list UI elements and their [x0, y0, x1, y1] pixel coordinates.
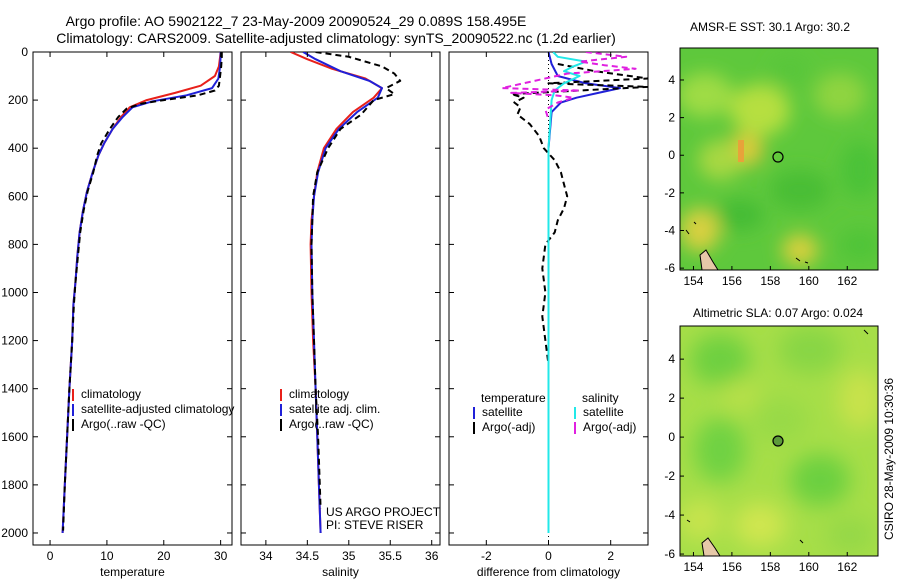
map-x-tick-label: 154 [683, 560, 703, 574]
map-y-tick-label: -2 [664, 186, 675, 200]
map-x-tick-label: 162 [837, 274, 857, 288]
panel-temperature: 0 10 20 30 temperature 0 200 400 600 800 1000 1200 1… [1, 45, 234, 579]
x-tick-label: 0 [545, 549, 552, 563]
legend-entry: Argo(..raw -QC) [289, 417, 374, 431]
annotation-text: PI: STEVE RISER [326, 518, 424, 532]
map-x-tick-label: 158 [760, 560, 780, 574]
figure-title-line2: Climatology: CARS2009. Satellite-adjuste… [56, 30, 616, 46]
series-group-salinity [290, 52, 402, 534]
sst-argo-location-marker [772, 151, 784, 163]
series-line-temp-argo [510, 63, 648, 531]
panel-salinity: 34 34.5 35 35.5 36 salinity climatologysatelli… [240, 51, 441, 579]
map-x-tick-label: 162 [837, 560, 857, 574]
x-tick-label: 2 [607, 549, 614, 563]
legend-entry: satellite-adjusted climatology [81, 402, 234, 416]
x-tick-label: 30 [214, 549, 228, 563]
legend-entry: Argo(..raw -QC) [81, 417, 166, 431]
y-tick-label: 2000 [1, 526, 28, 540]
map-y-tick-label: -6 [664, 547, 675, 561]
profile-panels: 0 10 20 30temperature0200400600800100012001… [1, 45, 649, 579]
y-tick-label: 600 [8, 189, 28, 203]
y-tick-label: 1800 [1, 478, 28, 492]
series-line-argo [310, 52, 402, 509]
map-y-tick-label: 2 [668, 391, 675, 405]
sst-map-field [680, 48, 878, 270]
x-axis-label: difference from climatology [477, 565, 620, 579]
map-y-tick-label: -2 [664, 469, 675, 483]
x-tick-label: -2 [481, 549, 492, 563]
map-y-tick-label: -4 [664, 223, 675, 237]
sla-map-title: Altimetric SLA: 0.07 Argo: 0.024 [693, 306, 863, 320]
y-tick-label: 1600 [1, 430, 28, 444]
map-y-tick-label: -4 [664, 508, 675, 522]
legend-header-salinity: salinity [582, 391, 619, 405]
map-x-tick-label: 160 [799, 274, 819, 288]
legend-entry: climatology [289, 387, 349, 401]
x-tick-label: 10 [100, 549, 114, 563]
map-y-tick-label: 0 [668, 430, 675, 444]
map-x-tick-label: 158 [760, 274, 780, 288]
map-x-tick-label: 154 [683, 274, 703, 288]
x-tick-label: 36 [425, 549, 439, 563]
x-tick-label: 34.5 [296, 549, 320, 563]
x-tick-label: 20 [157, 549, 171, 563]
figure-title-line1: Argo profile: AO 5902122_7 23-May-2009 2… [66, 13, 527, 29]
x-tick-label: 35.5 [379, 549, 403, 563]
series-group-difference [500, 52, 648, 533]
y-tick-label: 200 [8, 93, 28, 107]
sla-map-panel: Altimetric SLA: 0.07 Argo: 0.024 154 156 1… [664, 306, 879, 574]
sst-map-title: AMSR-E SST: 30.1 Argo: 30.2 [690, 20, 850, 34]
y-tick-label: 1000 [1, 285, 28, 299]
map-y-tick-label: -6 [664, 261, 675, 275]
map-x-tick-label: 160 [799, 560, 819, 574]
legend-header-temperature: temperature [481, 391, 546, 405]
y-tick-label: 800 [8, 237, 28, 251]
x-tick-label: 0 [47, 549, 54, 563]
legend-entry: satellite [583, 405, 624, 419]
x-tick-label: 35 [342, 549, 356, 563]
side-caption: CSIRO 28-May-2009 10:30:36 [882, 378, 896, 540]
panel-frame-salinity [240, 51, 441, 546]
map-y-tick-label: 2 [668, 111, 675, 125]
sst-map-panel: AMSR-E SST: 30.1 Argo: 30.2 [664, 20, 879, 288]
x-axis-label: temperature [100, 565, 165, 579]
panel-difference: -2 0 2 difference from climatology temperatu… [448, 51, 649, 579]
map-y-tick-label: 4 [668, 73, 675, 87]
sla-map-field [680, 326, 878, 556]
legend-entry: climatology [81, 387, 141, 401]
series-line-argo [62, 52, 223, 531]
legend-entry: Argo(-adj) [583, 420, 636, 434]
panel-frame-temperature [32, 51, 233, 546]
y-tick-label: 1200 [1, 334, 28, 348]
series-group-temperature [61, 52, 223, 534]
y-tick-label: 0 [21, 45, 28, 59]
legend-entry: satellite adj. clim. [289, 402, 380, 416]
y-tick-label: 400 [8, 141, 28, 155]
map-y-tick-label: 0 [668, 148, 675, 162]
x-axis-label: salinity [322, 565, 359, 579]
legend-entry: satellite [482, 405, 523, 419]
annotation-text: US ARGO PROJECT [326, 505, 441, 519]
map-y-tick-label: 4 [668, 352, 675, 366]
map-x-tick-label: 156 [722, 560, 742, 574]
series-line-sal-argo [500, 52, 637, 120]
sla-argo-location-marker [772, 435, 784, 447]
y-tick-label: 1400 [1, 382, 28, 396]
map-x-tick-label: 156 [722, 274, 742, 288]
x-tick-label: 34 [259, 549, 273, 563]
legend-entry: Argo(-adj) [482, 420, 535, 434]
